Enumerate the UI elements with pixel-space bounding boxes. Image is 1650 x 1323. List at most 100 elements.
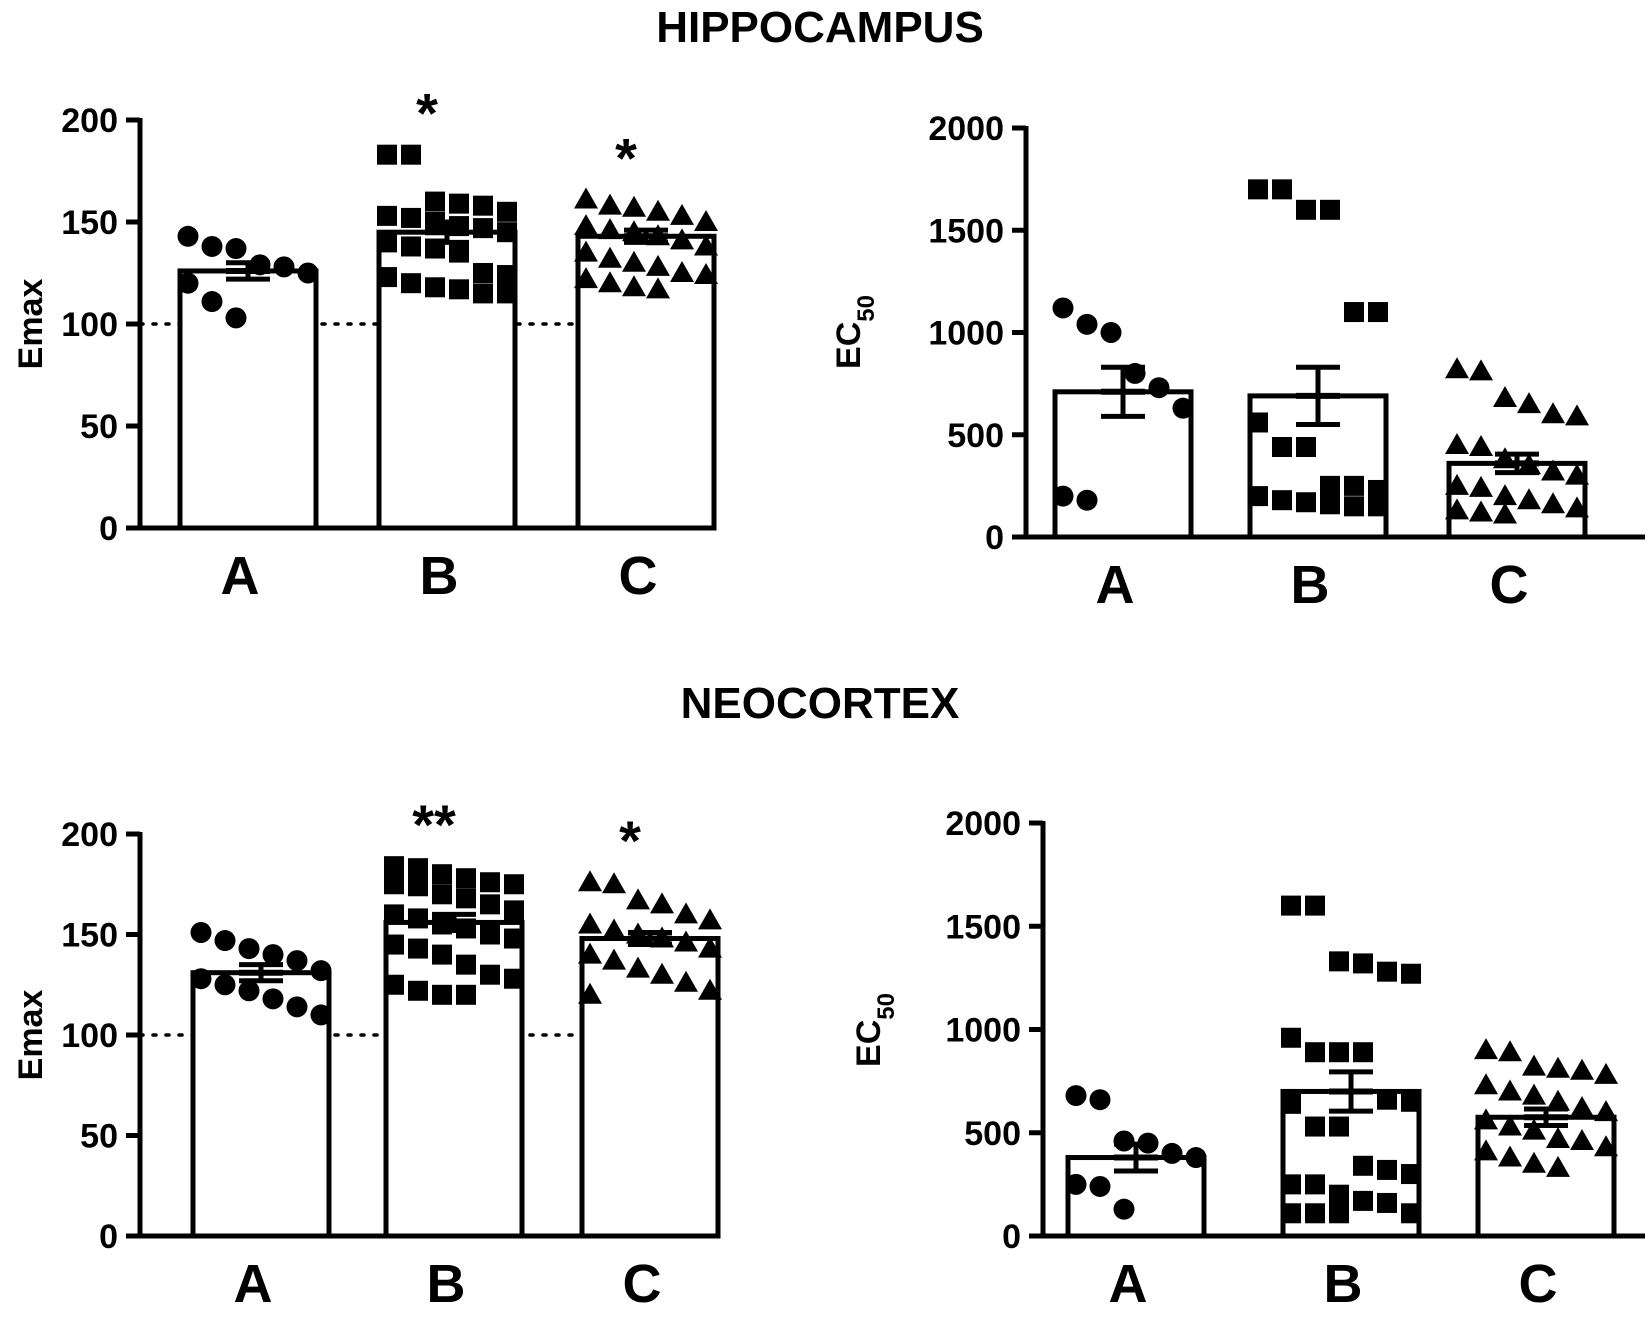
- data-point: [214, 974, 236, 996]
- data-point: [1368, 479, 1388, 500]
- data-point: [1401, 963, 1421, 984]
- data-point: [1344, 302, 1364, 323]
- data-point: [1113, 1198, 1135, 1220]
- data-point: [384, 974, 404, 995]
- data-point: [1353, 1155, 1373, 1176]
- data-point: [1296, 492, 1316, 513]
- data-point: [1281, 1174, 1301, 1195]
- data-point: [401, 207, 421, 228]
- data-point: [1368, 496, 1388, 517]
- data-point: [1474, 1073, 1498, 1095]
- data-point: [1148, 377, 1170, 399]
- data-point: [238, 938, 260, 960]
- data-point: [201, 235, 223, 257]
- data-point: [698, 978, 722, 1000]
- data-point: [602, 918, 626, 940]
- data-point: [1065, 1173, 1087, 1195]
- significance-mark: **: [412, 793, 456, 856]
- data-point: [698, 936, 722, 958]
- data-point: [1353, 1042, 1373, 1063]
- y-tick-label: 0: [99, 1218, 118, 1256]
- data-point: [408, 938, 428, 959]
- data-point: [377, 267, 397, 288]
- data-point: [1445, 498, 1469, 520]
- data-point: [377, 144, 397, 165]
- data-point: [1493, 502, 1517, 524]
- data-point: [456, 984, 476, 1005]
- data-point: [473, 218, 493, 239]
- data-point: [1329, 1184, 1349, 1205]
- data-point: [456, 868, 476, 889]
- y-tick-label: 100: [61, 1017, 118, 1055]
- data-point: [1541, 459, 1565, 481]
- data-point: [1296, 437, 1316, 458]
- data-point: [1272, 437, 1292, 458]
- data-point: [432, 884, 452, 905]
- data-point: [1272, 179, 1292, 200]
- data-point: [473, 195, 493, 216]
- data-point: [384, 934, 404, 955]
- significance-mark: *: [416, 82, 438, 145]
- data-point: [674, 970, 698, 992]
- data-point: [497, 222, 517, 243]
- data-point: [401, 144, 421, 165]
- data-point: [578, 942, 602, 964]
- data-point: [1100, 322, 1122, 343]
- data-point: [1445, 357, 1469, 379]
- data-point: [262, 988, 284, 1010]
- data-point: [1498, 1145, 1522, 1167]
- data-point: [1517, 488, 1541, 510]
- data-point: [297, 262, 319, 284]
- data-point: [670, 228, 694, 250]
- data-point: [602, 872, 626, 894]
- data-point: [432, 864, 452, 885]
- data-point: [1089, 1175, 1111, 1197]
- data-point: [1594, 1100, 1618, 1122]
- data-point: [377, 232, 397, 253]
- data-point: [238, 980, 260, 1002]
- data-point: [574, 187, 598, 209]
- data-point: [670, 261, 694, 282]
- data-point: [1594, 1062, 1618, 1084]
- y-tick-label: 50: [80, 408, 118, 446]
- data-point: [1329, 951, 1349, 972]
- data-point: [377, 205, 397, 226]
- category-label-A: A: [221, 546, 260, 606]
- data-point: [384, 874, 404, 895]
- data-point: [1541, 492, 1565, 514]
- bar-B: [383, 919, 525, 1239]
- data-point: [449, 193, 469, 214]
- data-point: [1076, 313, 1098, 335]
- data-point: [504, 928, 524, 949]
- y-tick-label: 500: [947, 417, 1004, 455]
- data-point: [694, 263, 718, 285]
- data-point: [456, 954, 476, 975]
- data-point: [1329, 1042, 1349, 1063]
- y-tick-label: 100: [61, 306, 118, 344]
- y-tick-label: 1000: [945, 1012, 1021, 1050]
- data-point: [694, 210, 718, 231]
- category-label-B: B: [427, 1254, 466, 1314]
- data-point: [504, 874, 524, 895]
- data-point: [1565, 404, 1589, 426]
- bar-B: [376, 229, 518, 531]
- data-point: [1522, 1083, 1546, 1105]
- data-point: [694, 234, 718, 256]
- data-point: [1570, 1095, 1594, 1117]
- data-point: [1401, 1091, 1421, 1112]
- data-point: [1281, 1203, 1301, 1224]
- data-point: [1305, 1203, 1325, 1224]
- data-point: [650, 962, 674, 984]
- data-point: [1113, 1130, 1135, 1152]
- data-point: [225, 238, 247, 260]
- data-point: [1185, 1147, 1207, 1169]
- data-point: [1546, 1126, 1570, 1148]
- bar-A: [177, 268, 319, 531]
- category-label-B: B: [420, 546, 459, 606]
- data-point: [504, 968, 524, 989]
- y-axis-title-subscript: 50: [873, 993, 900, 1020]
- data-point: [1522, 1054, 1546, 1076]
- data-point: [1469, 500, 1493, 522]
- chart-panel-2: 0 50 100 150 200 Emax A B ** C *: [12, 793, 722, 1314]
- data-point: [432, 944, 452, 965]
